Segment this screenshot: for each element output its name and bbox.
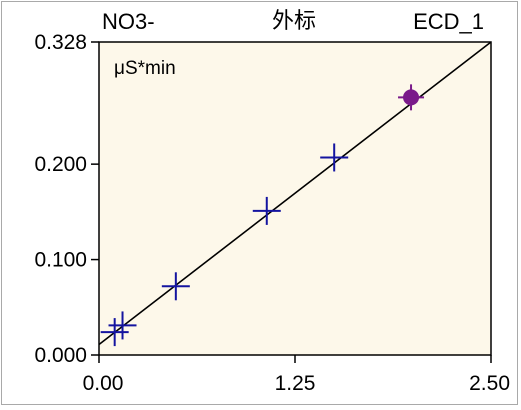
fit-line-layer <box>98 41 492 346</box>
calibration-point <box>252 196 281 225</box>
chart-frame: NO3- 外标 ECD_1 μS*min 0.000 0.100 0.200 0.32… <box>1 1 518 405</box>
detector-label: ECD_1 <box>413 9 484 34</box>
calibration-fit-line <box>98 41 492 346</box>
y-tick-label: 0.100 <box>34 249 87 272</box>
y-tick-label: 0.000 <box>34 344 87 367</box>
sample-point <box>398 84 425 111</box>
data-points-layer <box>100 84 425 347</box>
analyte-label: NO3- <box>102 9 155 34</box>
y-tick-label: 0.200 <box>34 153 87 176</box>
y-tick-label: 0.328 <box>34 31 87 54</box>
calibration-point <box>108 311 137 340</box>
axis-ticks: 0.000 0.100 0.200 0.328 0.00 1.25 2.50 <box>34 31 510 395</box>
calibration-point <box>320 143 349 172</box>
method-label: 外标 <box>272 8 316 33</box>
y-axis-unit: μS*min <box>114 58 176 79</box>
plot-area <box>98 41 492 356</box>
x-tick-label: 0.00 <box>83 372 124 395</box>
x-tick-label: 1.25 <box>275 372 316 395</box>
calibration-point <box>161 272 190 301</box>
x-tick-label: 2.50 <box>469 372 510 395</box>
calibration-point <box>100 318 129 347</box>
